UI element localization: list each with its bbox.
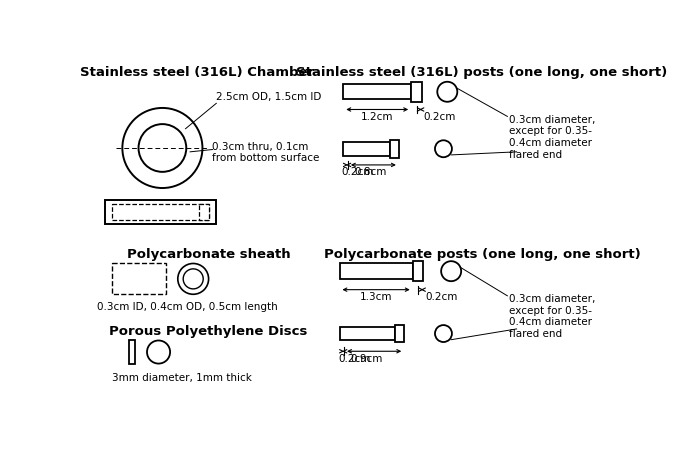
Text: 1.2cm: 1.2cm xyxy=(361,112,393,122)
Circle shape xyxy=(435,140,452,157)
Bar xyxy=(389,140,399,158)
Bar xyxy=(199,204,209,219)
Bar xyxy=(340,327,395,340)
Text: 1.3cm: 1.3cm xyxy=(360,292,392,302)
Circle shape xyxy=(178,264,209,294)
Bar xyxy=(344,142,389,156)
Text: 0.3cm ID, 0.4cm OD, 0.5cm length: 0.3cm ID, 0.4cm OD, 0.5cm length xyxy=(97,302,278,312)
Text: 0.9cm: 0.9cm xyxy=(350,354,383,364)
Bar xyxy=(340,264,412,279)
Bar xyxy=(130,340,135,364)
Text: Polycarbonate posts (one long, one short): Polycarbonate posts (one long, one short… xyxy=(323,248,640,261)
Text: 0.2cm: 0.2cm xyxy=(338,354,370,364)
Text: 0.2cm: 0.2cm xyxy=(424,112,456,122)
Circle shape xyxy=(441,261,461,281)
Circle shape xyxy=(435,325,452,342)
Text: 0.3cm diameter,
except for 0.35-
0.4cm diameter
flared end: 0.3cm diameter, except for 0.35- 0.4cm d… xyxy=(509,294,595,339)
Text: Porous Polyethylene Discs: Porous Polyethylene Discs xyxy=(109,325,308,338)
Bar xyxy=(411,82,422,102)
Circle shape xyxy=(122,108,202,188)
Text: 0.2cm: 0.2cm xyxy=(342,167,374,177)
Text: 0.2cm: 0.2cm xyxy=(425,292,457,302)
Text: Stainless steel (316L) Chamber: Stainless steel (316L) Chamber xyxy=(80,66,314,79)
Circle shape xyxy=(183,269,203,289)
Circle shape xyxy=(139,124,186,172)
Text: 3mm diameter, 1mm thick: 3mm diameter, 1mm thick xyxy=(112,373,252,383)
Text: 2.5cm OD, 1.5cm ID: 2.5cm OD, 1.5cm ID xyxy=(216,92,322,102)
Text: Stainless steel (316L) posts (one long, one short): Stainless steel (316L) posts (one long, … xyxy=(296,66,668,79)
Bar xyxy=(112,264,167,294)
Text: 0.8cm: 0.8cm xyxy=(354,167,386,177)
Circle shape xyxy=(147,340,170,364)
Bar xyxy=(105,199,216,224)
Bar xyxy=(395,325,404,342)
Text: 0.3cm diameter,
except for 0.35-
0.4cm diameter
flared end: 0.3cm diameter, except for 0.35- 0.4cm d… xyxy=(509,115,595,159)
Bar xyxy=(413,261,424,281)
Bar xyxy=(344,84,411,99)
Bar xyxy=(112,204,209,219)
Text: Polycarbonate sheath: Polycarbonate sheath xyxy=(127,248,290,261)
Circle shape xyxy=(438,82,457,102)
Text: 0.3cm thru, 0.1cm
from bottom surface: 0.3cm thru, 0.1cm from bottom surface xyxy=(213,142,320,163)
